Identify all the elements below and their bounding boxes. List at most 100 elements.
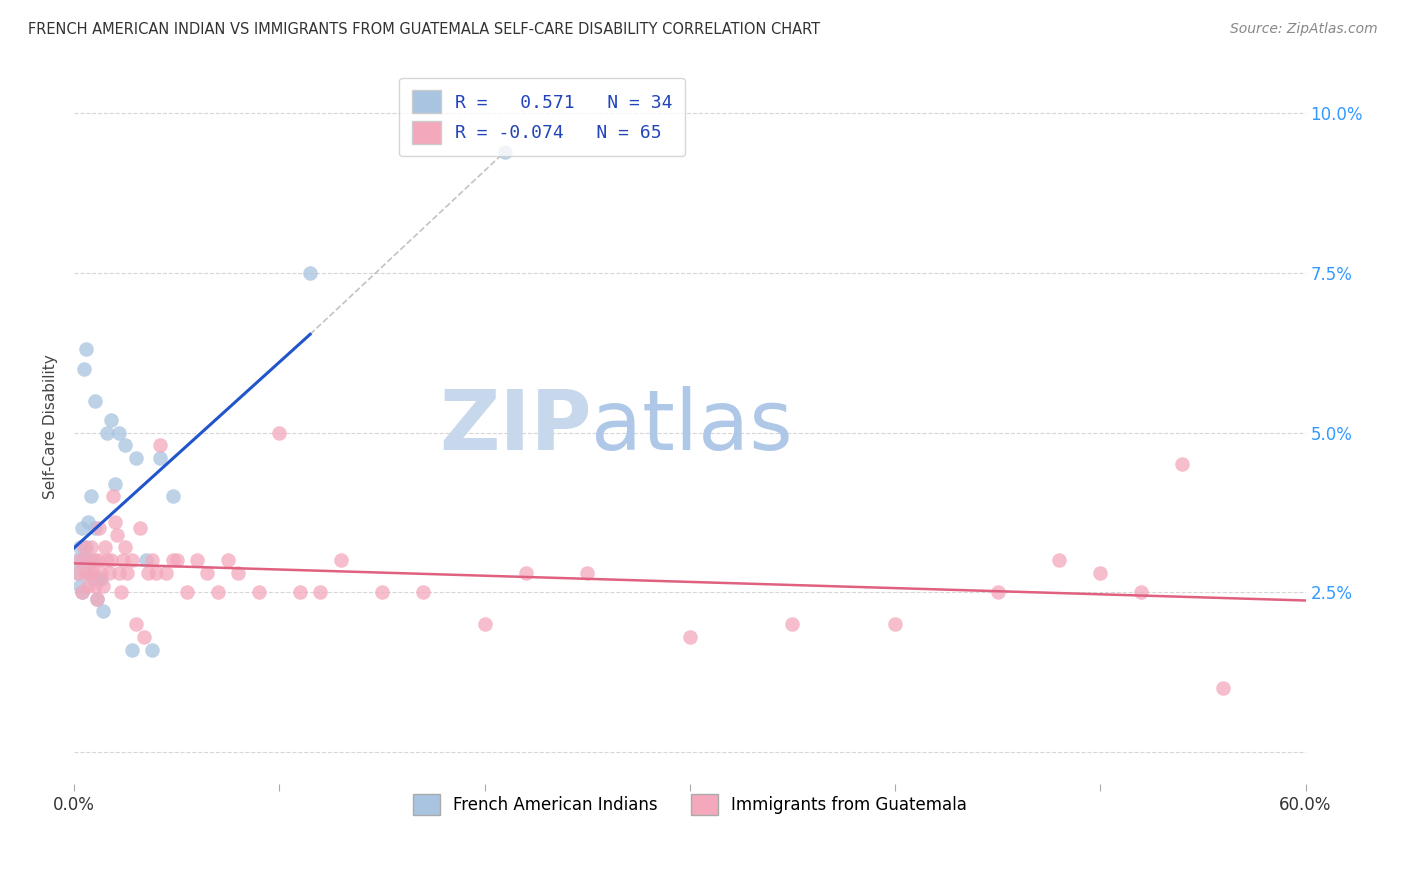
Point: [176, 585, 198, 599]
Point: [73, 361, 96, 376]
Point: [96, 553, 118, 567]
Point: [515, 566, 537, 580]
Point: [299, 266, 322, 280]
Point: [79, 553, 101, 567]
Point: [121, 642, 143, 657]
Point: [124, 451, 146, 466]
Point: [124, 617, 146, 632]
Point: [679, 630, 702, 644]
Point: [91, 604, 114, 618]
Point: [329, 553, 352, 567]
Point: [101, 489, 124, 503]
Point: [69, 553, 91, 567]
Point: [121, 553, 143, 567]
Text: FRENCH AMERICAN INDIAN VS IMMIGRANTS FROM GUATEMALA SELF-CARE DISABILITY CORRELA: FRENCH AMERICAN INDIAN VS IMMIGRANTS FRO…: [28, 22, 820, 37]
Point: [83, 553, 105, 567]
Point: [77, 515, 100, 529]
Point: [135, 553, 157, 567]
Point: [79, 489, 101, 503]
Point: [79, 541, 101, 555]
Point: [141, 642, 163, 657]
Point: [82, 573, 104, 587]
Point: [149, 451, 172, 466]
Point: [128, 521, 150, 535]
Point: [494, 145, 516, 159]
Text: Source: ZipAtlas.com: Source: ZipAtlas.com: [1230, 22, 1378, 37]
Point: [987, 585, 1010, 599]
Point: [141, 553, 163, 567]
Point: [94, 541, 117, 555]
Point: [309, 585, 332, 599]
Point: [73, 553, 96, 567]
Point: [67, 566, 90, 580]
Point: [112, 553, 135, 567]
Point: [884, 617, 907, 632]
Point: [98, 566, 121, 580]
Point: [207, 585, 229, 599]
Point: [67, 566, 90, 580]
Point: [117, 566, 139, 580]
Point: [75, 343, 97, 357]
Point: [1047, 553, 1070, 567]
Point: [108, 566, 131, 580]
Y-axis label: Self-Care Disability: Self-Care Disability: [44, 354, 58, 499]
Point: [104, 515, 127, 529]
Point: [73, 541, 96, 555]
Point: [114, 438, 136, 452]
Point: [576, 566, 599, 580]
Point: [1171, 458, 1194, 472]
Text: atlas: atlas: [592, 385, 793, 467]
Point: [226, 566, 249, 580]
Point: [86, 591, 108, 606]
Point: [474, 617, 496, 632]
Point: [108, 425, 131, 440]
Point: [155, 566, 177, 580]
Point: [77, 566, 100, 580]
Point: [105, 527, 128, 541]
Point: [186, 553, 208, 567]
Point: [104, 476, 127, 491]
Point: [1090, 566, 1112, 580]
Point: [87, 573, 110, 587]
Point: [77, 553, 100, 567]
Point: [100, 413, 122, 427]
Point: [65, 553, 87, 567]
Point: [72, 521, 94, 535]
Point: [371, 585, 394, 599]
Point: [132, 630, 155, 644]
Point: [75, 541, 97, 555]
Point: [72, 585, 94, 599]
Point: [69, 579, 91, 593]
Point: [79, 566, 101, 580]
Point: [269, 425, 291, 440]
Point: [100, 553, 122, 567]
Point: [83, 521, 105, 535]
Point: [162, 489, 184, 503]
Point: [75, 566, 97, 580]
Point: [782, 617, 804, 632]
Point: [114, 541, 136, 555]
Point: [247, 585, 270, 599]
Point: [69, 541, 91, 555]
Point: [217, 553, 239, 567]
Point: [145, 566, 167, 580]
Point: [1212, 681, 1234, 695]
Point: [90, 566, 112, 580]
Legend: French American Indians, Immigrants from Guatemala: French American Indians, Immigrants from…: [404, 784, 977, 825]
Point: [288, 585, 311, 599]
Point: [83, 579, 105, 593]
Text: ZIP: ZIP: [439, 385, 592, 467]
Point: [72, 585, 94, 599]
Point: [166, 553, 188, 567]
Point: [162, 553, 184, 567]
Point: [197, 566, 219, 580]
Point: [77, 579, 100, 593]
Point: [82, 566, 104, 580]
Point: [149, 438, 172, 452]
Point: [87, 521, 110, 535]
Point: [412, 585, 434, 599]
Point: [87, 553, 110, 567]
Point: [86, 591, 108, 606]
Point: [91, 579, 114, 593]
Point: [96, 425, 118, 440]
